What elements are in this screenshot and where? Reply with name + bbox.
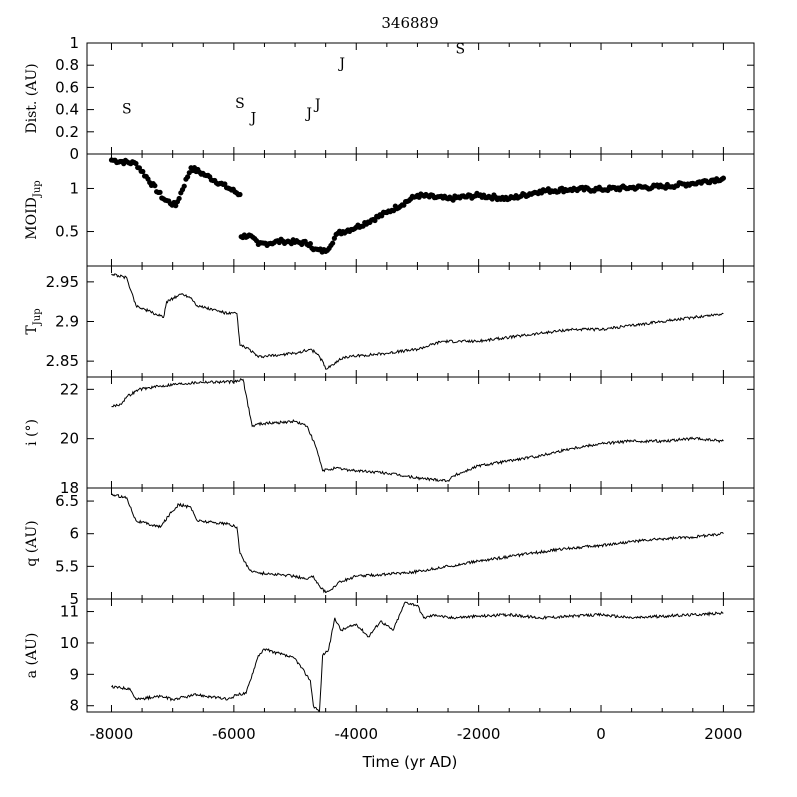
data-point: [140, 168, 146, 175]
series-line: [111, 273, 724, 370]
encounter-label: S: [122, 101, 132, 117]
encounter-label: J: [337, 56, 345, 72]
y-tick-label: 6.5: [55, 492, 79, 510]
y-tick-label: 2.95: [46, 273, 79, 291]
y-tick-label: 0.6: [55, 78, 79, 96]
y-tick-label: 1: [69, 34, 79, 52]
data-point: [307, 241, 313, 247]
data-point: [331, 235, 337, 241]
y-tick-label: 0.2: [55, 123, 79, 141]
data-point: [185, 174, 191, 180]
y-tick-label: 22: [60, 380, 79, 398]
y-tick-label: 2.9: [55, 313, 79, 331]
data-point: [330, 240, 336, 246]
y-tick-label: 0.4: [55, 101, 79, 119]
y-tick-label: 0.5: [55, 223, 79, 241]
y-tick-label: 18: [60, 479, 79, 497]
encounter-label: S: [455, 42, 465, 58]
y-tick-label: 5: [69, 590, 79, 608]
x-tick-label: 2000: [704, 725, 742, 743]
data-point: [157, 189, 163, 195]
y-tick-label: 6: [69, 525, 79, 543]
x-tick-label: -4000: [334, 725, 378, 743]
x-axis-title: Time (yr AD): [362, 753, 458, 771]
y-axis-title-subscript: Jup: [32, 180, 43, 198]
panel-a: 8 9 10 11 a (AU): [24, 598, 755, 715]
data-point: [176, 195, 182, 202]
y-tick-label: 10: [60, 634, 79, 652]
y-tick-label: 1: [69, 179, 79, 197]
panel-moid: 0.5 1 MOIDJup: [24, 153, 755, 267]
panel-frame: [86, 598, 755, 713]
y-tick-label: 11: [60, 603, 79, 621]
y-axis-title: Dist. (AU): [24, 63, 40, 133]
panel-q: 5 5.5 6 6.5 q (AU): [24, 487, 755, 608]
chart-title: 346889: [381, 14, 438, 32]
encounter-label: J: [313, 97, 321, 113]
y-axis-title-subscript: Jup: [32, 308, 43, 326]
x-tick-label: 0: [596, 725, 606, 743]
y-axis-title: a (AU): [24, 633, 40, 679]
panel-frame: [86, 487, 755, 600]
panel-incl: 18 20 22 i (°): [24, 376, 755, 497]
y-axis-title: TJup: [24, 308, 43, 334]
y-axis-title: i (°): [24, 419, 40, 446]
y-tick-label: 20: [60, 430, 79, 448]
y-tick-label: 0: [69, 145, 79, 163]
x-tick-label: -6000: [212, 725, 256, 743]
panel-frame: [86, 42, 755, 155]
series-line: [111, 378, 724, 483]
x-tick-label: -8000: [90, 725, 134, 743]
y-tick-label: 9: [69, 665, 79, 683]
encounter-label: J: [304, 106, 312, 122]
encounter-label: S: [235, 96, 245, 112]
y-tick-label: 0.8: [55, 56, 79, 74]
y-tick-label: 2.85: [46, 352, 79, 370]
encounter-label: J: [249, 110, 257, 126]
panel-frame: [86, 376, 755, 489]
x-tick-label: -2000: [457, 725, 501, 743]
series-line: [111, 601, 724, 712]
y-axis-title: MOIDJup: [24, 180, 43, 239]
series-line: [111, 493, 724, 594]
data-point: [372, 217, 378, 224]
panel-frame: [86, 153, 755, 267]
data-point: [237, 191, 243, 198]
y-axis-title: q (AU): [24, 520, 40, 566]
data-point: [152, 183, 158, 189]
data-point: [133, 160, 139, 167]
data-point: [173, 203, 179, 209]
data-point: [181, 183, 187, 189]
data-point: [720, 175, 727, 181]
y-tick-label: 8: [69, 697, 79, 715]
y-tick-label: 5.5: [55, 557, 79, 575]
